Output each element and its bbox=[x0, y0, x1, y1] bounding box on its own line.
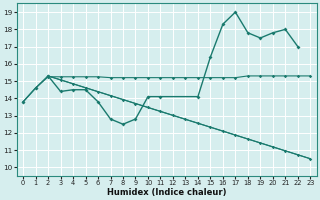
X-axis label: Humidex (Indice chaleur): Humidex (Indice chaleur) bbox=[107, 188, 227, 197]
